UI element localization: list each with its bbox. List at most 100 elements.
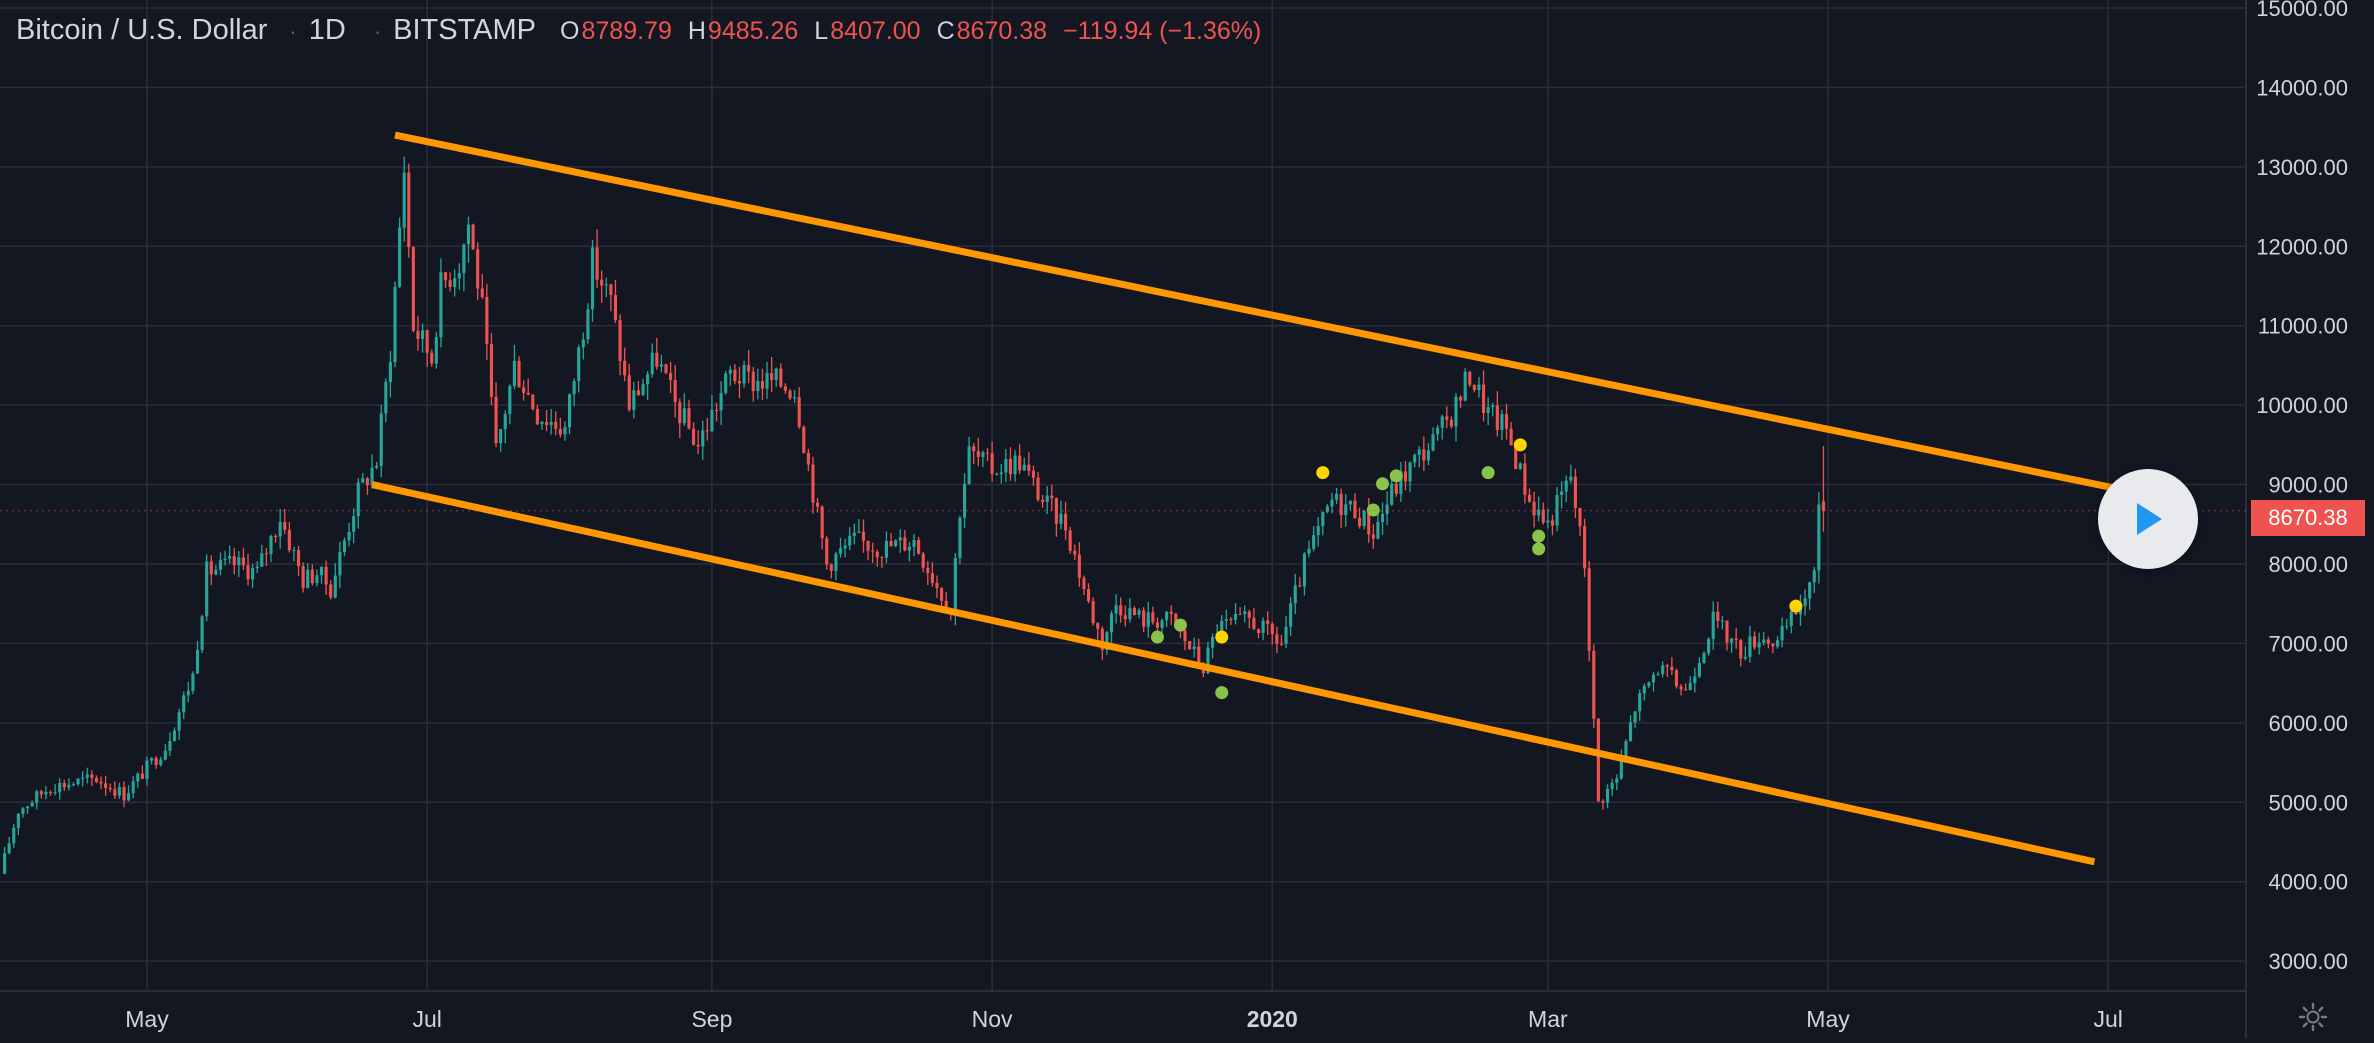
candle-body [696,444,700,447]
signal-marker [1481,466,1495,480]
candle-body [793,397,797,399]
symbol-legend[interactable]: Bitcoin / U.S. Dollar · 1D · BITSTAMP O8… [16,14,1261,47]
candle-body [104,783,108,788]
candle-body [361,478,365,483]
candle-body [1100,628,1104,651]
candle-body [25,806,30,809]
candle-body [407,172,411,248]
candle-body [1050,495,1054,499]
channel-trendline[interactable] [394,131,2114,492]
candle-body [1707,638,1711,654]
price-tick-label: 10000.00 [2256,393,2348,418]
candle-body [255,566,259,569]
candle-body [967,446,971,485]
candle-body [1018,455,1022,471]
candle-body [1188,641,1192,650]
candle-body [990,453,994,475]
candle-body [21,808,25,814]
candle-body [1142,610,1146,627]
candle-body [1211,636,1215,648]
time-axis[interactable]: May Jul Sep Nov 2020 Mar May Jul [125,1006,2123,1032]
candle-body [356,482,360,517]
candle-body [1500,414,1504,430]
candle-body [76,778,80,785]
replay-play-button[interactable] [2098,469,2198,569]
candle-body [145,760,149,779]
candle-body [1008,458,1013,475]
candle-body [466,224,471,245]
candle-body [1105,632,1109,651]
candle-body [1298,585,1302,587]
candle-body [1651,674,1656,683]
candle-series [3,156,1826,875]
candle-body [976,451,980,457]
candle-body [1293,585,1297,604]
candle-body [489,344,494,397]
chart-settings-button[interactable] [2296,1000,2330,1034]
candle-body [590,247,595,310]
candle-body [1041,499,1045,502]
candle-body [1532,501,1536,516]
candle-body [1573,476,1577,509]
candle-body [1137,610,1141,615]
candle-body [1665,665,1669,667]
gear-icon [2298,1002,2328,1032]
candle-body [1068,530,1072,551]
candle-body [1762,639,1766,643]
candle-body [1780,626,1784,641]
candle-body [1463,371,1467,401]
trendlines[interactable] [371,131,2114,866]
symbol-name[interactable]: Bitcoin / U.S. Dollar [16,14,268,46]
candle-body [884,541,889,558]
interval-label[interactable]: 1D [308,14,346,46]
candle-body [1082,577,1086,590]
candle-body [1583,526,1587,569]
candle-body [1261,620,1265,634]
channel-trendline[interactable] [371,481,2096,866]
candle-body [1408,462,1412,482]
candle-body [1165,611,1169,621]
open-label: O [560,17,580,45]
candle-body [1775,640,1780,647]
candle-body [237,557,241,566]
candle-body [7,843,11,854]
candle-body [1725,620,1729,643]
candle-body [172,730,177,742]
candle-body [251,568,255,580]
candle-body [274,536,278,538]
candle-body [1596,718,1600,802]
candle-body [650,352,654,375]
candle-body [218,560,223,570]
price-tick-label: 4000.00 [2268,870,2348,895]
candle-body [1353,500,1357,518]
candle-body [283,521,287,530]
candle-body [177,712,181,731]
low-value: L8407.00 [814,17,920,46]
candle-body [375,465,379,468]
signal-marker [1513,438,1527,452]
candle-body [1514,445,1518,470]
candle-body [926,567,930,574]
price-axis[interactable]: 15000.00 14000.00 13000.00 12000.00 11000.00… [2256,0,2348,974]
candle-body [1022,464,1026,471]
candle-body [1615,778,1619,783]
candle-body [806,452,810,465]
price-tick-label: 9000.00 [2268,473,2348,498]
candle-body [420,330,425,339]
candle-body [448,280,452,287]
candle-body [604,284,608,286]
price-tick-label: 5000.00 [2268,790,2348,815]
candle-body [1812,570,1816,583]
candle-body [558,428,562,435]
candle-body [434,337,438,364]
signal-marker [1532,542,1546,556]
candle-body [347,531,351,541]
candle-body [241,557,245,566]
candle-body [1656,673,1660,675]
candle-body [1431,434,1435,451]
candle-body [140,773,144,779]
candle-body [1679,686,1683,690]
candle-body [1518,463,1522,470]
